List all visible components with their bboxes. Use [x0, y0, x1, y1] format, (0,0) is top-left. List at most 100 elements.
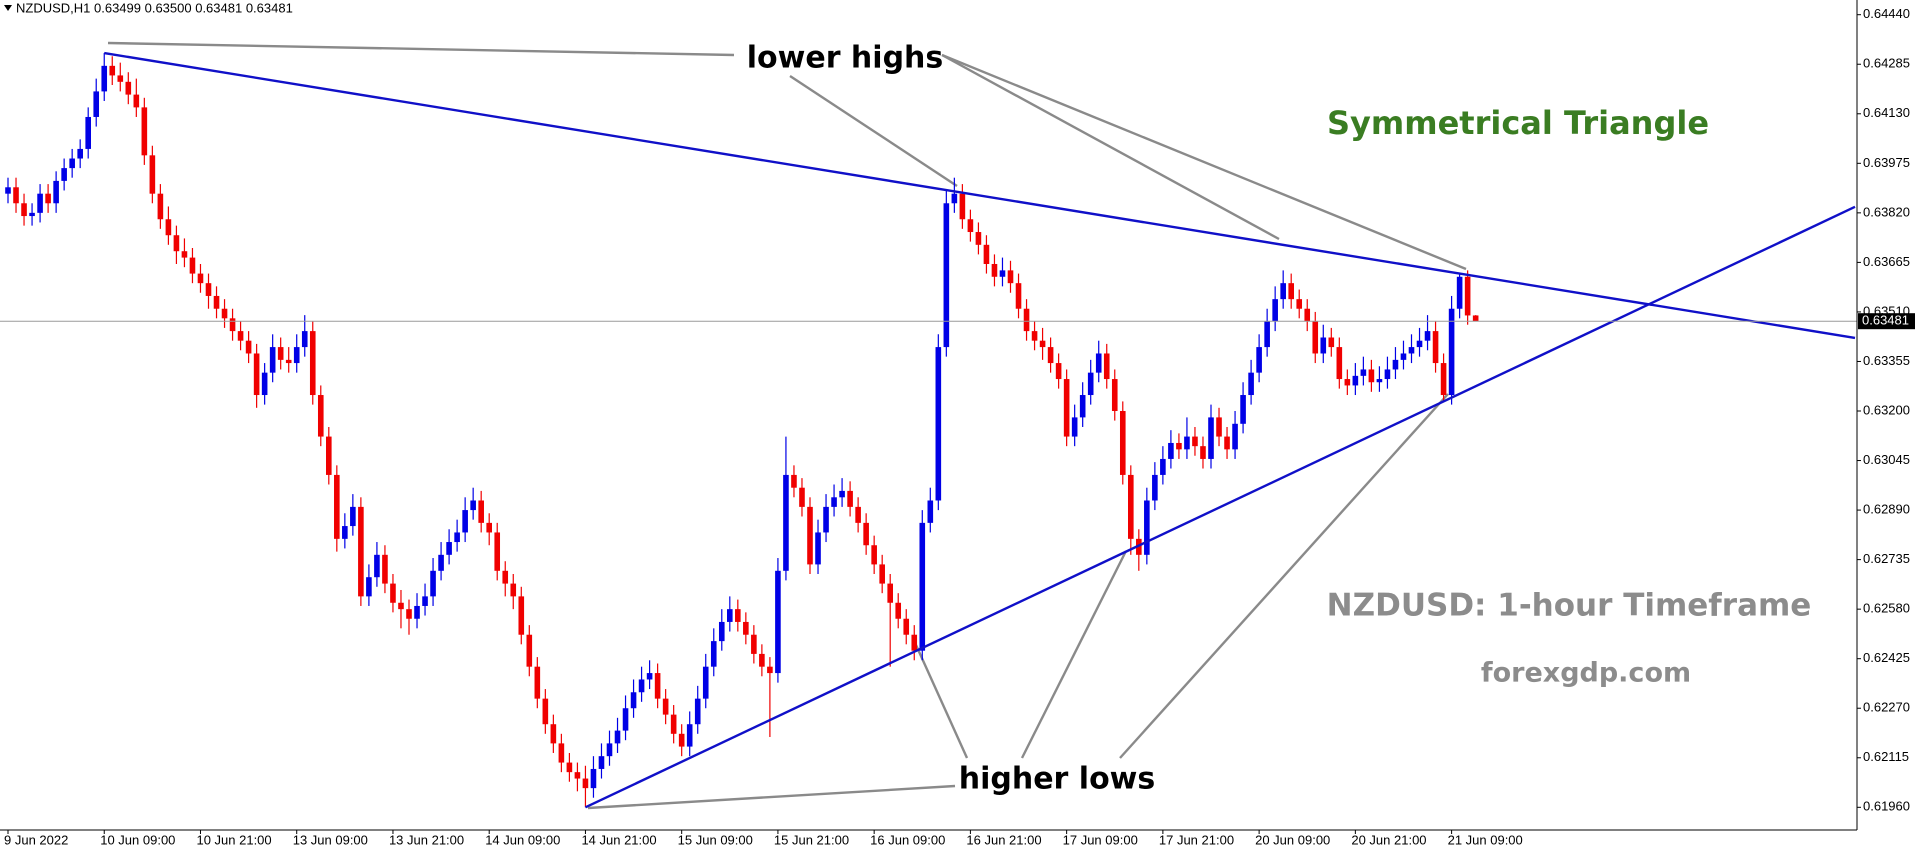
candle-body — [1087, 372, 1094, 396]
y-tick-label: 0.64440 — [1863, 6, 1910, 21]
candle-body — [767, 666, 773, 674]
candle-body — [221, 308, 228, 319]
connector — [587, 784, 956, 810]
candle-body — [839, 490, 845, 498]
candle-body — [1023, 308, 1030, 332]
candle-body — [438, 554, 444, 571]
candle-body — [783, 474, 789, 571]
y-tick-label: 0.62115 — [1863, 749, 1909, 764]
candle-body — [269, 347, 276, 373]
candle-body — [935, 347, 942, 501]
candle-body — [1424, 331, 1431, 341]
candle-body — [975, 232, 982, 245]
candle-body — [1224, 436, 1230, 450]
candle-body — [1063, 379, 1070, 437]
candle-body — [309, 331, 316, 396]
y-tick-label: 0.63665 — [1863, 254, 1910, 269]
candle-body — [686, 724, 693, 747]
candle-body — [422, 596, 428, 606]
candle-body — [879, 564, 885, 584]
plot-area — [0, 51, 1857, 809]
candle-body — [1128, 474, 1134, 539]
connector — [941, 53, 1467, 271]
candle-body — [1416, 340, 1423, 348]
candle-body — [542, 698, 549, 725]
candle-body — [1208, 417, 1214, 459]
connector — [789, 74, 958, 188]
x-tick-label: 15 Jun 21:00 — [774, 832, 849, 847]
candle-body — [317, 395, 324, 437]
candle-body — [446, 542, 452, 555]
x-tick-label: 15 Jun 09:00 — [678, 832, 753, 847]
candle-body — [189, 257, 196, 274]
candle-body — [229, 318, 236, 332]
candle-body — [109, 65, 116, 76]
candle-body — [534, 666, 541, 699]
annotation: lower highs — [747, 41, 944, 76]
connector — [107, 41, 735, 57]
candle-body — [1248, 372, 1254, 396]
candle-body — [454, 532, 460, 543]
candle-body — [662, 698, 669, 715]
candle-body — [919, 522, 926, 651]
candle-body — [863, 522, 869, 546]
candle-body — [1456, 276, 1463, 309]
candle-body — [414, 605, 420, 619]
candle-body — [1192, 436, 1198, 447]
header-arrow — [4, 5, 12, 11]
x-tick-label: 20 Jun 21:00 — [1351, 832, 1426, 847]
y-tick-label: 0.61960 — [1863, 799, 1910, 814]
y-tick-label: 0.62735 — [1863, 551, 1910, 566]
candle-body — [1408, 347, 1415, 354]
candle-body — [390, 583, 396, 603]
candle-body — [13, 187, 19, 204]
candle-body — [751, 634, 757, 654]
candle-body — [1103, 353, 1110, 380]
candle-body — [293, 347, 300, 364]
current-price-box — [1858, 313, 1915, 330]
candle-body — [1448, 308, 1455, 396]
candle-body — [574, 772, 581, 779]
candle-body — [1328, 337, 1335, 348]
connector — [914, 644, 969, 759]
x-tick-label: 10 Jun 21:00 — [196, 832, 271, 847]
candle-body — [1352, 375, 1359, 386]
y-tick-label: 0.63355 — [1863, 353, 1910, 368]
candle-body — [149, 155, 156, 194]
candle-body — [1152, 474, 1158, 501]
candle-body — [1071, 417, 1078, 437]
y-tick-label: 0.63975 — [1863, 155, 1910, 170]
candle-body — [93, 91, 100, 117]
candle-body — [622, 708, 629, 731]
candle-body — [1240, 395, 1246, 424]
candle-body — [117, 75, 124, 82]
candle-body — [157, 193, 164, 220]
x-tick-label: 20 Jun 09:00 — [1255, 832, 1330, 847]
trendline — [584, 205, 1856, 809]
candle-body — [1055, 363, 1062, 380]
candle-body — [462, 510, 468, 533]
candle-body — [799, 487, 805, 507]
candle-body — [606, 743, 613, 757]
candle-body — [638, 679, 645, 693]
candle-body — [374, 554, 380, 578]
candle-body — [1039, 340, 1046, 348]
candle-body — [590, 768, 597, 789]
candle-body — [727, 609, 733, 622]
candle-body — [253, 353, 260, 396]
candle-body — [1144, 500, 1150, 555]
connector — [1119, 393, 1449, 759]
candle-body — [1232, 423, 1238, 450]
candle-body — [1304, 308, 1311, 322]
candle-body — [903, 618, 910, 635]
watermark: forexgdp.com — [1481, 658, 1691, 689]
candle-body — [1432, 331, 1439, 364]
candle-body — [1007, 270, 1014, 284]
trendline — [104, 51, 1856, 340]
candle-body — [1464, 276, 1471, 316]
candle-body — [334, 474, 340, 539]
candle-body — [558, 743, 565, 763]
chart-title: Symmetrical Triangle — [1327, 104, 1709, 142]
candle-body — [1376, 379, 1383, 383]
y-tick-label: 0.63820 — [1863, 204, 1910, 219]
